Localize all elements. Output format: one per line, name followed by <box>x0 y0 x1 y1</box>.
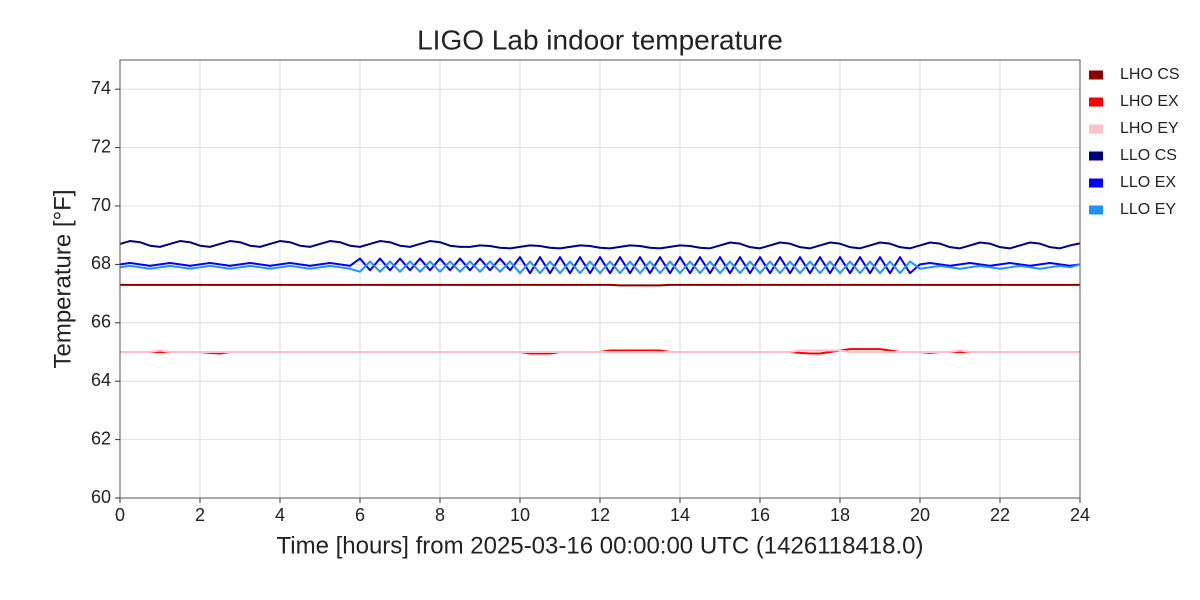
legend-label: LHO EY <box>1120 120 1179 137</box>
series-line <box>120 349 1080 353</box>
legend-label: LHO EX <box>1120 93 1179 110</box>
x-tick-label: 6 <box>355 505 365 525</box>
x-tick-label: 14 <box>670 505 690 525</box>
legend-swatch <box>1089 178 1103 188</box>
series-line <box>119 260 1081 275</box>
x-tick-label: 16 <box>750 505 770 525</box>
plot-lines <box>119 240 1081 355</box>
legend-label: LLO CS <box>1120 147 1177 164</box>
legend-label: LLO EX <box>1120 174 1176 191</box>
legend: LHO CS LHO EX LHO EY LLO CS LLO EX LLO EY <box>1089 66 1180 218</box>
x-tick-label: 18 <box>830 505 850 525</box>
y-tick-label: 68 <box>91 253 111 273</box>
x-tick-label: 0 <box>115 505 125 525</box>
legend-swatch <box>1089 205 1103 215</box>
x-tick-label: 10 <box>510 505 530 525</box>
x-axis-label: Time [hours] from 2025-03-16 00:00:00 UT… <box>276 532 923 559</box>
chart-title: LIGO Lab indoor temperature <box>417 24 783 55</box>
legend-label: LLO EY <box>1120 201 1176 218</box>
series-line <box>119 240 1081 250</box>
x-tick-label: 22 <box>990 505 1010 525</box>
legend-swatch <box>1089 151 1103 161</box>
x-tick-label: 12 <box>590 505 610 525</box>
legend-swatch <box>1089 97 1103 107</box>
y-tick-label: 62 <box>91 428 111 448</box>
legend-swatch <box>1089 124 1103 134</box>
grid <box>119 60 1081 499</box>
legend-label: LHO CS <box>1120 66 1180 83</box>
x-tick-label: 2 <box>195 505 205 525</box>
y-tick-label: 60 <box>91 487 111 507</box>
y-tick-label: 70 <box>91 195 111 215</box>
series-line <box>119 256 1081 275</box>
y-tick-label: 64 <box>91 370 111 390</box>
legend-swatch <box>1089 70 1103 80</box>
y-axis-label: Temperature [°F] <box>49 190 76 369</box>
x-tick-label: 8 <box>435 505 445 525</box>
x-tick-label: 24 <box>1070 505 1090 525</box>
y-tick-label: 72 <box>91 136 111 156</box>
x-tick-label: 20 <box>910 505 930 525</box>
y-tick-label: 66 <box>91 312 111 332</box>
series-line <box>120 283 1080 287</box>
y-tick-label: 74 <box>91 78 111 98</box>
x-tick-label: 4 <box>275 505 285 525</box>
